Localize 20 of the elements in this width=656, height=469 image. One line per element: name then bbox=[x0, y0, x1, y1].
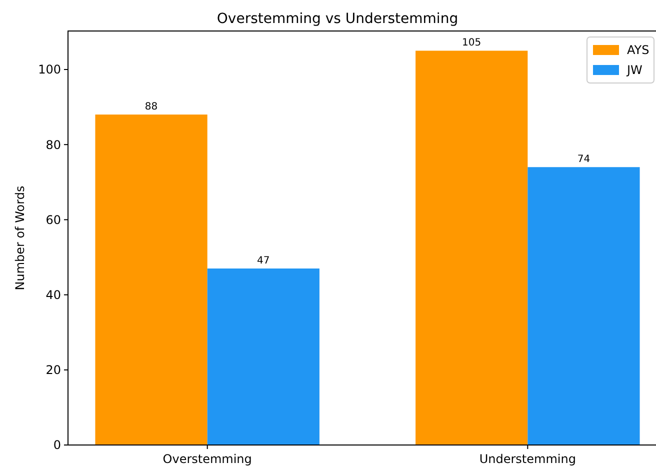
y-axis-title: Number of Words bbox=[13, 186, 27, 290]
legend-label: AYS bbox=[627, 43, 650, 58]
bar bbox=[95, 114, 208, 445]
data-label: 105 bbox=[462, 38, 482, 49]
data-label: 47 bbox=[257, 256, 270, 267]
y-tick-label: 0 bbox=[53, 438, 61, 452]
y-tick-label: 60 bbox=[46, 212, 61, 227]
y-tick-label: 100 bbox=[38, 62, 61, 77]
chart-title: Overstemming vs Understemming bbox=[216, 11, 458, 27]
y-tick-label: 40 bbox=[46, 288, 61, 302]
x-tick-label: Overstemming bbox=[162, 452, 252, 466]
legend-label: JW bbox=[626, 63, 643, 78]
x-tick-label: Understemming bbox=[479, 452, 576, 466]
bar bbox=[207, 268, 320, 445]
y-tick-label: 20 bbox=[46, 363, 61, 378]
bar bbox=[416, 50, 528, 445]
data-label: 88 bbox=[144, 102, 158, 113]
y-tick-label: 80 bbox=[46, 138, 61, 152]
bar bbox=[528, 167, 640, 445]
data-label: 74 bbox=[577, 154, 590, 166]
